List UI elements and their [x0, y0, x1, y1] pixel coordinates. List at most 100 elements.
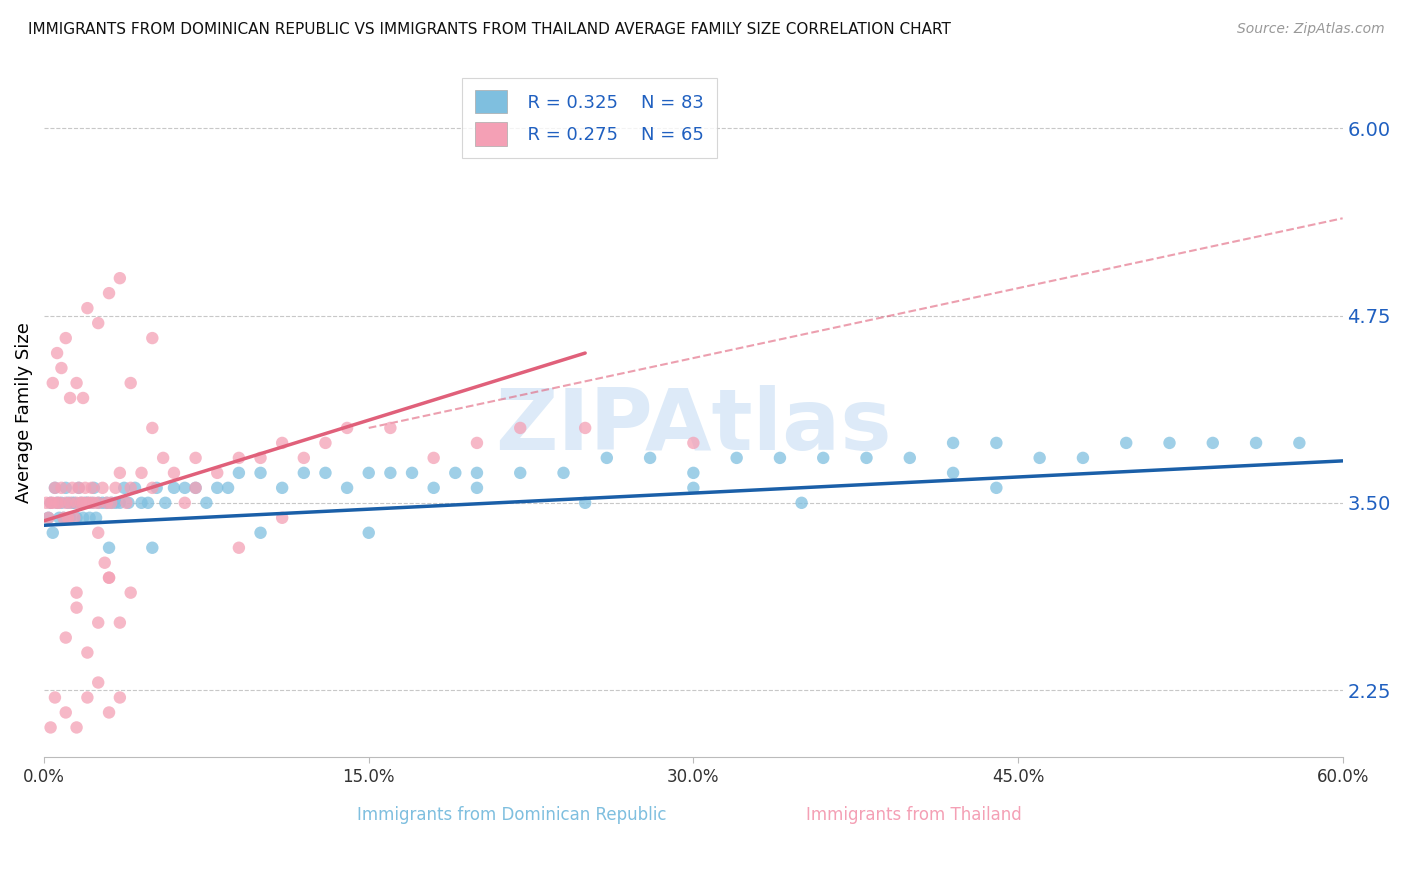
Point	[898, 450, 921, 465]
Point	[336, 421, 359, 435]
Point	[574, 421, 596, 435]
Text: ZIPAtlas: ZIPAtlas	[495, 385, 891, 468]
Point	[83, 496, 105, 510]
Point	[63, 496, 86, 510]
Point	[100, 496, 122, 510]
Point	[59, 496, 82, 510]
Point	[46, 346, 69, 360]
Point	[357, 525, 380, 540]
Point	[271, 436, 294, 450]
Point	[51, 481, 73, 495]
Point	[79, 510, 101, 524]
Y-axis label: Average Family Size: Average Family Size	[15, 323, 32, 503]
Point	[48, 510, 70, 524]
Point	[108, 496, 131, 510]
Point	[173, 496, 195, 510]
Point	[65, 600, 87, 615]
Point	[336, 481, 359, 495]
Point	[98, 286, 121, 301]
Point	[855, 450, 877, 465]
Point	[98, 571, 121, 585]
Point	[136, 496, 159, 510]
Point	[401, 466, 423, 480]
Point	[249, 450, 271, 465]
Point	[141, 421, 163, 435]
Point	[155, 496, 177, 510]
Point	[422, 450, 444, 465]
Point	[790, 496, 813, 510]
Point	[769, 450, 792, 465]
Point	[1028, 450, 1050, 465]
Point	[314, 436, 336, 450]
Point	[84, 510, 107, 524]
Point	[465, 466, 488, 480]
Text: Immigrants from Dominican Republic: Immigrants from Dominican Republic	[357, 805, 666, 823]
Point	[67, 481, 90, 495]
Point	[87, 525, 110, 540]
Point	[76, 496, 98, 510]
Point	[35, 496, 58, 510]
Point	[228, 541, 250, 555]
Point	[87, 316, 110, 330]
Point	[51, 361, 73, 376]
Point	[67, 481, 90, 495]
Point	[124, 481, 146, 495]
Point	[163, 481, 186, 495]
Point	[93, 556, 115, 570]
Point	[63, 510, 86, 524]
Point	[80, 496, 103, 510]
Text: Source: ZipAtlas.com: Source: ZipAtlas.com	[1237, 22, 1385, 37]
Point	[76, 690, 98, 705]
Point	[682, 466, 704, 480]
Point	[72, 391, 94, 405]
Point	[112, 481, 135, 495]
Point	[1159, 436, 1181, 450]
Point	[44, 481, 66, 495]
Point	[207, 466, 229, 480]
Text: Immigrants from Thailand: Immigrants from Thailand	[806, 805, 1022, 823]
Point	[942, 436, 965, 450]
Point	[1244, 436, 1267, 450]
Point	[195, 496, 218, 510]
Point	[380, 466, 402, 480]
Point	[44, 690, 66, 705]
Point	[98, 706, 121, 720]
Point	[184, 481, 207, 495]
Point	[228, 450, 250, 465]
Point	[87, 615, 110, 630]
Point	[682, 436, 704, 450]
Point	[59, 510, 82, 524]
Point	[56, 510, 79, 524]
Point	[986, 481, 1008, 495]
Point	[52, 510, 75, 524]
Point	[152, 450, 174, 465]
Point	[60, 481, 83, 495]
Point	[60, 496, 83, 510]
Point	[117, 496, 139, 510]
Point	[70, 496, 93, 510]
Point	[357, 466, 380, 480]
Point	[42, 496, 65, 510]
Point	[141, 331, 163, 345]
Point	[380, 421, 402, 435]
Point	[108, 690, 131, 705]
Point	[108, 615, 131, 630]
Point	[39, 496, 62, 510]
Point	[46, 496, 69, 510]
Point	[145, 481, 167, 495]
Point	[91, 481, 114, 495]
Point	[249, 466, 271, 480]
Point	[271, 481, 294, 495]
Point	[37, 510, 59, 524]
Point	[76, 301, 98, 315]
Point	[72, 496, 94, 510]
Point	[48, 496, 70, 510]
Point	[574, 496, 596, 510]
Point	[1202, 436, 1225, 450]
Point	[638, 450, 661, 465]
Point	[96, 496, 118, 510]
Point	[120, 376, 142, 390]
Point	[131, 496, 153, 510]
Point	[422, 481, 444, 495]
Point	[76, 496, 98, 510]
